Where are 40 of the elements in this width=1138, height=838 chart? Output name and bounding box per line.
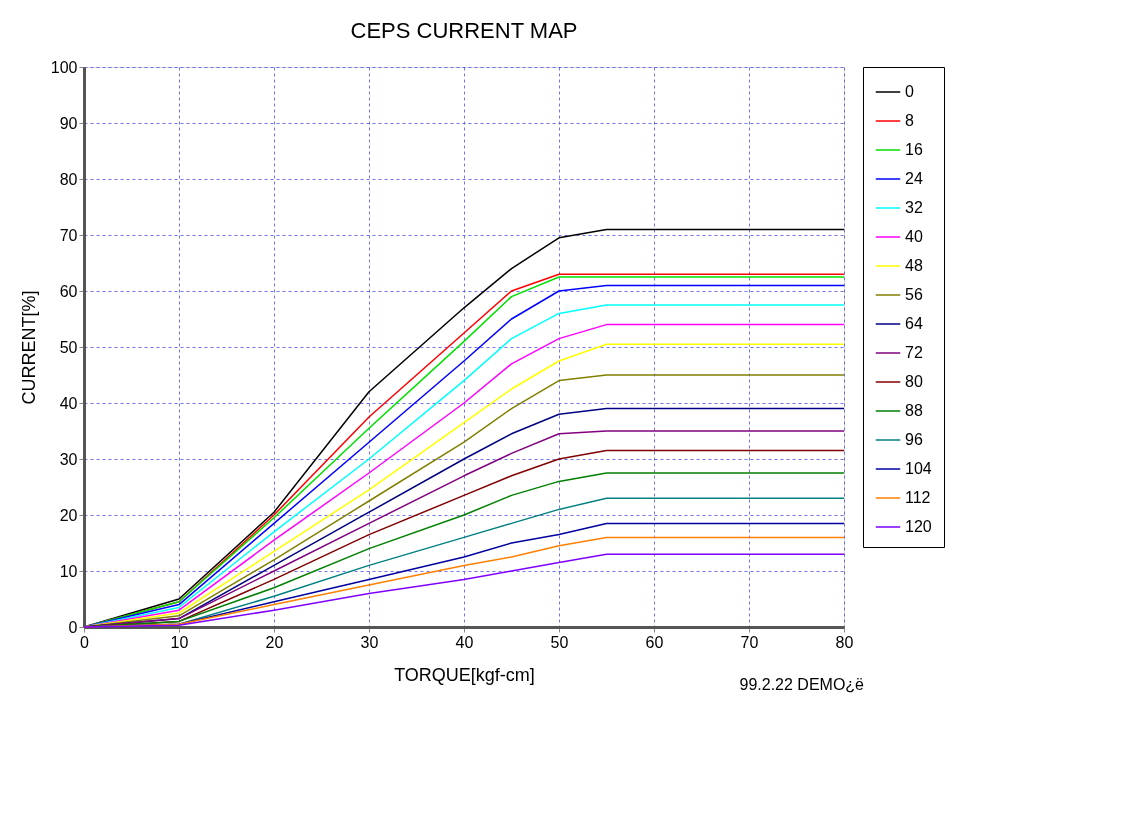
legend-label: 88 [905,402,923,419]
legend-label: 64 [905,315,923,332]
y-tick-label: 30 [59,450,78,468]
legend-label: 40 [905,228,923,245]
y-tick-label: 10 [59,562,78,580]
y-tick-label: 0 [68,618,78,636]
y-tick-label: 90 [59,114,78,132]
legend-label: 104 [905,460,932,477]
x-tick-label: 30 [360,633,379,651]
y-tick-label: 40 [59,394,78,412]
chart-title: CEPS CURRENT MAP [350,18,578,43]
x-tick-label: 40 [455,633,474,651]
legend-label: 120 [905,518,932,535]
x-axis-title: TORQUE[kgf-cm] [394,664,535,685]
legend-label: 48 [905,257,923,274]
y-tick-label: 60 [59,282,78,300]
legend-label: 96 [905,431,923,448]
y-tick-label: 70 [59,226,78,244]
x-tick-label: 50 [550,633,569,651]
x-tick-label: 60 [645,633,664,651]
x-tick-label: 80 [835,633,854,651]
legend-label: 112 [905,489,931,506]
y-tick-label: 20 [59,506,78,524]
y-tick-label: 80 [59,170,78,188]
legend-label: 8 [905,112,914,129]
legend-label: 24 [905,170,923,187]
x-tick-label: 0 [80,633,90,651]
x-tick-label: 70 [740,633,759,651]
x-tick-label: 10 [170,633,189,651]
legend-label: 72 [905,344,923,361]
y-tick-label: 50 [59,338,78,356]
x-tick-label: 20 [265,633,284,651]
legend-label: 32 [905,199,923,216]
legend-label: 56 [905,286,923,303]
y-axis-title: CURRENT[%] [18,290,39,405]
y-tick-label: 100 [50,58,78,76]
text: 99.2.22 DEMO¿ë [739,676,865,693]
legend-label: 16 [905,141,923,158]
legend-label: 80 [905,373,923,390]
legend-label: 0 [905,83,914,100]
